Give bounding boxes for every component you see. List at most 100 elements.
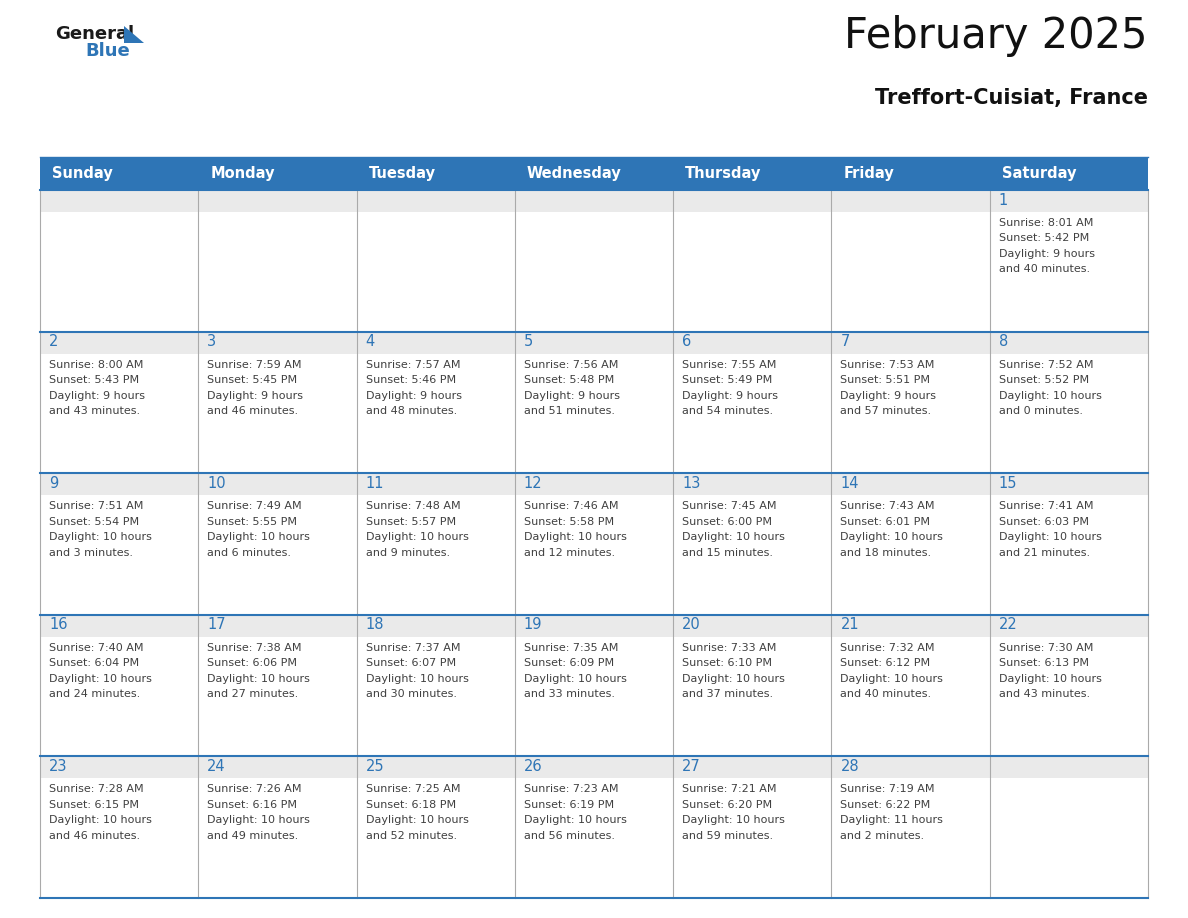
Bar [198, 756, 356, 898]
Bar [40, 756, 198, 898]
Bar [832, 331, 990, 473]
Text: and 40 minutes.: and 40 minutes. [999, 264, 1089, 274]
Text: and 46 minutes.: and 46 minutes. [49, 831, 140, 841]
Bar [514, 331, 674, 353]
Bar [356, 190, 514, 212]
Bar [198, 615, 356, 637]
Text: Sunrise: 7:38 AM: Sunrise: 7:38 AM [207, 643, 302, 653]
Text: Sunrise: 7:30 AM: Sunrise: 7:30 AM [999, 643, 1093, 653]
Text: Sunset: 5:55 PM: Sunset: 5:55 PM [207, 517, 297, 527]
Bar [356, 756, 514, 898]
Text: Sunrise: 7:35 AM: Sunrise: 7:35 AM [524, 643, 618, 653]
Bar [514, 331, 674, 473]
Text: and 46 minutes.: and 46 minutes. [207, 406, 298, 416]
Text: Daylight: 9 hours: Daylight: 9 hours [682, 390, 778, 400]
Bar [674, 473, 832, 615]
Bar [514, 615, 674, 637]
Bar [674, 756, 832, 778]
Text: Daylight: 10 hours: Daylight: 10 hours [999, 390, 1101, 400]
Text: and 6 minutes.: and 6 minutes. [207, 548, 291, 557]
Text: 15: 15 [999, 476, 1017, 491]
Text: Sunrise: 7:40 AM: Sunrise: 7:40 AM [49, 643, 144, 653]
Text: Daylight: 10 hours: Daylight: 10 hours [49, 674, 152, 684]
Text: 16: 16 [49, 617, 68, 633]
Text: Sunrise: 7:25 AM: Sunrise: 7:25 AM [366, 784, 460, 794]
Bar [832, 756, 990, 778]
Bar [356, 190, 514, 331]
Text: Daylight: 10 hours: Daylight: 10 hours [999, 532, 1101, 543]
Text: Sunrise: 7:52 AM: Sunrise: 7:52 AM [999, 360, 1093, 370]
Text: Sunset: 5:58 PM: Sunset: 5:58 PM [524, 517, 614, 527]
Bar [832, 190, 990, 212]
Text: Daylight: 10 hours: Daylight: 10 hours [207, 532, 310, 543]
Text: 11: 11 [366, 476, 384, 491]
Polygon shape [124, 26, 144, 43]
Text: Daylight: 10 hours: Daylight: 10 hours [524, 674, 627, 684]
Bar [198, 331, 356, 473]
Text: Sunrise: 7:26 AM: Sunrise: 7:26 AM [207, 784, 302, 794]
Text: Daylight: 10 hours: Daylight: 10 hours [840, 532, 943, 543]
Text: Sunrise: 7:41 AM: Sunrise: 7:41 AM [999, 501, 1093, 511]
Text: and 12 minutes.: and 12 minutes. [524, 548, 615, 557]
Text: Daylight: 10 hours: Daylight: 10 hours [366, 815, 468, 825]
Text: Blue: Blue [86, 42, 129, 60]
Text: 7: 7 [840, 334, 849, 349]
Text: Daylight: 10 hours: Daylight: 10 hours [840, 674, 943, 684]
Text: Daylight: 10 hours: Daylight: 10 hours [207, 674, 310, 684]
Text: Sunrise: 7:55 AM: Sunrise: 7:55 AM [682, 360, 777, 370]
Bar [990, 615, 1148, 637]
Text: Sunset: 6:01 PM: Sunset: 6:01 PM [840, 517, 930, 527]
Text: and 40 minutes.: and 40 minutes. [840, 689, 931, 700]
Bar [40, 756, 198, 778]
Text: 25: 25 [366, 759, 384, 774]
Text: Daylight: 11 hours: Daylight: 11 hours [840, 815, 943, 825]
Text: and 3 minutes.: and 3 minutes. [49, 548, 133, 557]
Text: and 27 minutes.: and 27 minutes. [207, 689, 298, 700]
Text: and 57 minutes.: and 57 minutes. [840, 406, 931, 416]
Text: Sunset: 6:09 PM: Sunset: 6:09 PM [524, 658, 614, 668]
Text: 2: 2 [49, 334, 58, 349]
Bar [198, 190, 356, 212]
Bar [674, 190, 832, 331]
Text: Sunrise: 7:53 AM: Sunrise: 7:53 AM [840, 360, 935, 370]
Text: Sunset: 6:07 PM: Sunset: 6:07 PM [366, 658, 456, 668]
Bar [674, 756, 832, 898]
Bar [832, 756, 990, 898]
Text: 18: 18 [366, 617, 384, 633]
Text: 28: 28 [840, 759, 859, 774]
Bar [832, 473, 990, 495]
Text: Sunrise: 7:45 AM: Sunrise: 7:45 AM [682, 501, 777, 511]
Text: and 9 minutes.: and 9 minutes. [366, 548, 450, 557]
Text: Daylight: 9 hours: Daylight: 9 hours [840, 390, 936, 400]
Text: Daylight: 10 hours: Daylight: 10 hours [49, 815, 152, 825]
Bar [356, 615, 514, 637]
Text: and 33 minutes.: and 33 minutes. [524, 689, 615, 700]
Text: and 24 minutes.: and 24 minutes. [49, 689, 140, 700]
Bar [990, 190, 1148, 331]
Text: Tuesday: Tuesday [368, 166, 436, 181]
Text: Sunset: 6:15 PM: Sunset: 6:15 PM [49, 800, 139, 810]
Text: Daylight: 9 hours: Daylight: 9 hours [524, 390, 620, 400]
Text: Daylight: 10 hours: Daylight: 10 hours [999, 674, 1101, 684]
Bar [990, 473, 1148, 615]
Text: and 54 minutes.: and 54 minutes. [682, 406, 773, 416]
Bar [990, 331, 1148, 473]
Text: Sunset: 6:16 PM: Sunset: 6:16 PM [207, 800, 297, 810]
Bar [356, 473, 514, 615]
Bar [198, 190, 356, 331]
Text: Daylight: 10 hours: Daylight: 10 hours [366, 674, 468, 684]
Bar [832, 473, 990, 615]
Bar [356, 331, 514, 353]
Text: and 52 minutes.: and 52 minutes. [366, 831, 456, 841]
Text: Sunrise: 7:43 AM: Sunrise: 7:43 AM [840, 501, 935, 511]
Text: Wednesday: Wednesday [526, 166, 621, 181]
Text: 4: 4 [366, 334, 375, 349]
Text: Sunset: 6:13 PM: Sunset: 6:13 PM [999, 658, 1088, 668]
Bar [198, 331, 356, 353]
Text: and 49 minutes.: and 49 minutes. [207, 831, 298, 841]
Text: 6: 6 [682, 334, 691, 349]
Bar [40, 190, 198, 212]
Bar [198, 615, 356, 756]
Text: Sunset: 5:46 PM: Sunset: 5:46 PM [366, 375, 456, 385]
Text: 12: 12 [524, 476, 543, 491]
